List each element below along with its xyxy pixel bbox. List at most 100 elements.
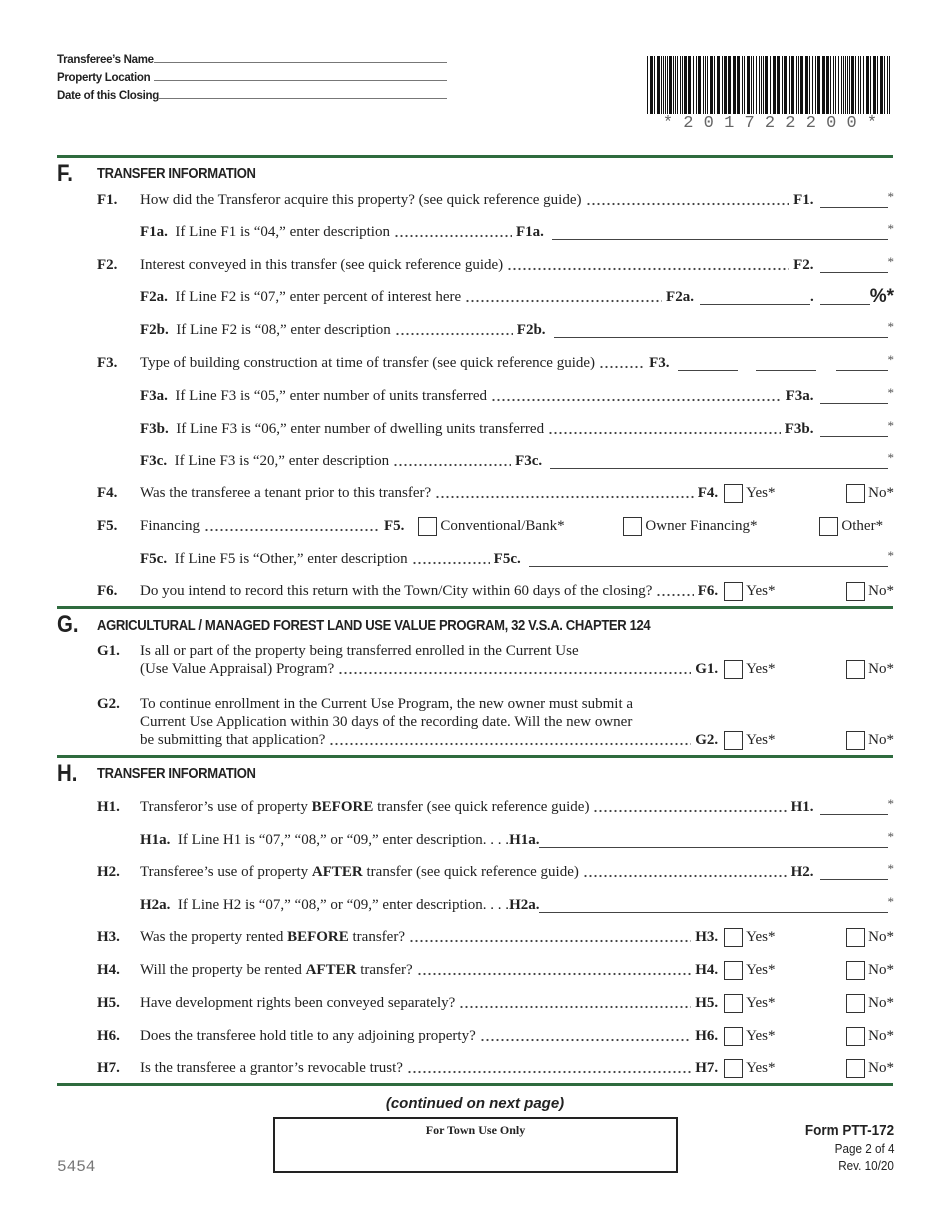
f3-input-1[interactable] [677,356,738,371]
f1a-input[interactable] [551,225,888,240]
yes-label: Yes* [746,484,776,501]
f4-no-checkbox[interactable] [846,483,866,503]
line [154,71,447,81]
ref: H2a. [509,896,540,913]
f3a-input[interactable] [819,389,888,404]
question: transfer? [356,961,413,978]
ref: F5c. [493,550,521,567]
barcode-bar [714,56,715,114]
leader [548,431,781,435]
h2a-input[interactable] [539,898,888,913]
h1-input[interactable] [819,800,888,815]
section-title: TRANSFER INFORMATION [97,766,256,782]
h6-no-checkbox[interactable] [846,1026,866,1046]
asterisk: * [887,548,895,563]
line-h4: H4. Will the property be rented AFTER tra… [97,959,894,981]
asterisk: * [887,894,895,909]
line-number: G2. [97,695,120,712]
f2-input[interactable] [819,258,888,273]
h4-no-checkbox[interactable] [846,960,866,980]
yes-label: Yes* [746,1027,776,1044]
f3c-input[interactable] [550,454,888,469]
ref: F2a. [666,288,694,305]
barcode-bar [884,56,885,114]
h7-no-checkbox[interactable] [846,1058,866,1078]
g2-yes-checkbox[interactable] [724,730,744,750]
question: If Line F3 is “06,” enter number of dwel… [176,420,545,437]
barcode-bar [782,56,783,114]
f2a-decimal-input[interactable] [819,290,870,305]
barcode [647,56,890,114]
barcode-bar [770,56,771,114]
f3-input-2[interactable] [755,356,816,371]
no-label: No* [868,1059,894,1076]
f1-input[interactable] [819,193,888,208]
ref: H6. [695,1027,719,1044]
h5-no-checkbox[interactable] [846,993,866,1013]
h3-yes-checkbox[interactable] [724,927,744,947]
question: If Line F5 is “Other,” enter description [174,550,408,567]
h3-no-checkbox[interactable] [846,927,866,947]
no-label: No* [868,484,894,501]
question: Transferee’s use of property [140,863,312,880]
question: Is the transferee a grantor’s revocable … [140,1059,403,1076]
h4-yes-checkbox[interactable] [724,960,744,980]
emphasis: BEFORE [287,928,349,945]
g1-yes-checkbox[interactable] [724,659,744,679]
line-h5: H5. Have development rights been conveyed… [97,992,894,1014]
f3b-input[interactable] [819,422,888,437]
barcode-bar [800,56,803,114]
line-number: H2. [97,863,120,880]
barcode-bar [717,56,720,114]
line-number: H3. [97,928,120,945]
closing-date-field[interactable]: Date of this Closing [57,89,447,102]
line-f6: F6. Do you intend to record this return w… [97,580,894,602]
barcode-bar [880,56,883,114]
f2b-input[interactable] [553,323,888,338]
g1-no-checkbox[interactable] [846,659,866,679]
f3-input-3[interactable] [835,356,888,371]
label: F1a. [140,223,168,240]
barcode-bar [688,56,691,114]
f2a-whole-input[interactable] [699,290,810,305]
line-f4: F4. Was the transferee a tenant prior to … [97,482,894,504]
conventional-bank-checkbox[interactable] [418,516,438,536]
leader [459,1005,692,1009]
barcode-bar [777,56,780,114]
barcode-bar [751,56,752,114]
h6-yes-checkbox[interactable] [724,1026,744,1046]
f5c-input[interactable] [528,552,888,567]
barcode-bar [763,56,764,114]
option-label: Owner Financing* [645,517,758,534]
h7-yes-checkbox[interactable] [724,1058,744,1078]
other-financing-checkbox[interactable] [819,516,839,536]
barcode-bar [703,56,704,114]
barcode-bar [667,56,668,114]
g2-no-checkbox[interactable] [846,730,866,750]
question: Will the property be rented [140,961,306,978]
question: Is all or part of the property being tra… [140,642,579,659]
barcode-bar [737,56,740,114]
property-location-field[interactable]: Property Location [57,71,447,84]
barcode-bar [841,56,842,114]
barcode-bar [873,56,876,114]
f6-yes-checkbox[interactable] [724,581,744,601]
line-g1-first: G1. Is all or part of the property being … [97,640,894,662]
h5-yes-checkbox[interactable] [724,993,744,1013]
f4-yes-checkbox[interactable] [724,483,744,503]
barcode-bar [759,56,760,114]
ref: F3a. [785,387,814,404]
line [158,89,447,99]
f6-no-checkbox[interactable] [846,581,866,601]
percent-sign: %* [869,286,894,307]
transferee-name-field[interactable]: Transferee’s Name [57,53,447,66]
h1a-input[interactable] [539,833,888,848]
ref: H1. [790,798,814,815]
label: F3a. [140,387,168,404]
barcode-bar [796,56,797,114]
question: If Line F3 is “05,” enter number of unit… [175,387,487,404]
asterisk: * [887,254,895,269]
leader [338,671,692,675]
h2-input[interactable] [819,865,888,880]
owner-financing-checkbox[interactable] [623,516,643,536]
